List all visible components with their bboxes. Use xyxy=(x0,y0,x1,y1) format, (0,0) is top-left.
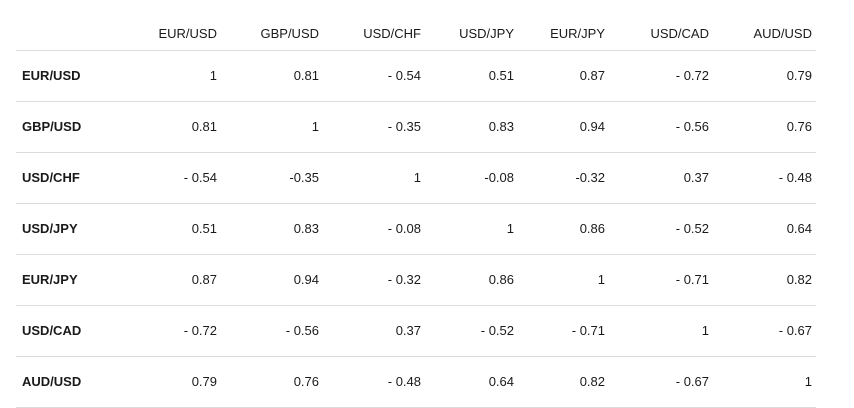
row-label: EUR/USD xyxy=(16,50,117,102)
correlation-cell: 0.81 xyxy=(117,101,217,153)
correlation-cell: - 0.48 xyxy=(319,356,421,408)
correlation-cell: 1 xyxy=(421,203,514,255)
correlation-cell: 0.81 xyxy=(217,50,319,102)
table-row: USD/CHF - 0.54 -0.35 1 -0.08 -0.32 0.37- 0.48 xyxy=(16,152,816,204)
correlation-cell: 1 xyxy=(514,254,605,306)
correlation-cell: 0.76 xyxy=(709,101,816,153)
correlation-cell: - 0.72 xyxy=(605,50,709,102)
correlation-cell: 0.83 xyxy=(217,203,319,255)
row-label: USD/JPY xyxy=(16,203,117,255)
correlation-cell: 0.76 xyxy=(217,356,319,408)
row-label: USD/CHF xyxy=(16,152,117,204)
column-header: GBP/USD xyxy=(217,0,319,51)
correlation-cell: -0.08 xyxy=(421,152,514,204)
correlation-cell: 0.79 xyxy=(709,50,816,102)
correlation-cell: 1 xyxy=(117,50,217,102)
table-row: EUR/JPY 0.87 0.94- 0.32 0.86 1- 0.71 0.82 xyxy=(16,254,816,306)
column-header: AUD/USD xyxy=(709,0,816,51)
correlation-cell: - 0.48 xyxy=(709,152,816,204)
correlation-cell: - 0.56 xyxy=(605,101,709,153)
correlation-cell: 0.51 xyxy=(117,203,217,255)
correlation-table: EUR/USD GBP/USD USD/CHF USD/JPY EUR/JPY USD/C… xyxy=(16,0,816,408)
correlation-cell: 0.86 xyxy=(421,254,514,306)
row-label: EUR/JPY xyxy=(16,254,117,306)
correlation-cell: - 0.71 xyxy=(514,305,605,357)
header-row: EUR/USD GBP/USD USD/CHF USD/JPY EUR/JPY USD/C… xyxy=(16,0,816,51)
correlation-cell: 0.51 xyxy=(421,50,514,102)
corner-cell xyxy=(16,0,117,51)
correlation-cell: 0.94 xyxy=(514,101,605,153)
correlation-cell: 0.86 xyxy=(514,203,605,255)
correlation-cell: 1 xyxy=(709,356,816,408)
correlation-cell: 0.37 xyxy=(319,305,421,357)
correlation-cell: 0.82 xyxy=(514,356,605,408)
correlation-cell: - 0.54 xyxy=(319,50,421,102)
correlation-cell: - 0.32 xyxy=(319,254,421,306)
correlation-cell: 0.64 xyxy=(709,203,816,255)
column-header: USD/JPY xyxy=(421,0,514,51)
correlation-cell: - 0.67 xyxy=(605,356,709,408)
correlation-cell: 0.37 xyxy=(605,152,709,204)
row-label: USD/CAD xyxy=(16,305,117,357)
correlation-cell: 0.64 xyxy=(421,356,514,408)
row-label: AUD/USD xyxy=(16,356,117,408)
correlation-cell: - 0.52 xyxy=(605,203,709,255)
column-header: USD/CAD xyxy=(605,0,709,51)
table-row: USD/CAD - 0.72- 0.56 0.37- 0.52- 0.71 1- 0.… xyxy=(16,305,816,357)
correlation-cell: - 0.72 xyxy=(117,305,217,357)
correlation-cell: 0.83 xyxy=(421,101,514,153)
correlation-cell: - 0.71 xyxy=(605,254,709,306)
correlation-cell: 0.79 xyxy=(117,356,217,408)
correlation-cell: - 0.52 xyxy=(421,305,514,357)
column-header: USD/CHF xyxy=(319,0,421,51)
correlation-cell: 1 xyxy=(319,152,421,204)
table-row: AUD/USD 0.79 0.76- 0.48 0.64 0.82- 0.67 1 xyxy=(16,356,816,408)
column-header: EUR/JPY xyxy=(514,0,605,51)
correlation-cell: -0.35 xyxy=(217,152,319,204)
row-label: GBP/USD xyxy=(16,101,117,153)
correlation-cell: - 0.67 xyxy=(709,305,816,357)
correlation-cell: 0.82 xyxy=(709,254,816,306)
correlation-cell: 0.87 xyxy=(117,254,217,306)
correlation-cell: 1 xyxy=(605,305,709,357)
table-row: GBP/USD 0.81 1- 0.35 0.83 0.94- 0.56 0.76 xyxy=(16,101,816,153)
correlation-cell: -0.32 xyxy=(514,152,605,204)
correlation-cell: - 0.35 xyxy=(319,101,421,153)
table-row: EUR/USD 1 0.81- 0.54 0.51 0.87- 0.72 0.79 xyxy=(16,50,816,102)
correlation-cell: - 0.08 xyxy=(319,203,421,255)
correlation-cell: - 0.56 xyxy=(217,305,319,357)
correlation-cell: - 0.54 xyxy=(117,152,217,204)
correlation-cell: 1 xyxy=(217,101,319,153)
correlation-cell: 0.87 xyxy=(514,50,605,102)
column-header: EUR/USD xyxy=(117,0,217,51)
correlation-cell: 0.94 xyxy=(217,254,319,306)
table-row: USD/JPY 0.51 0.83- 0.08 1 0.86- 0.52 0.64 xyxy=(16,203,816,255)
